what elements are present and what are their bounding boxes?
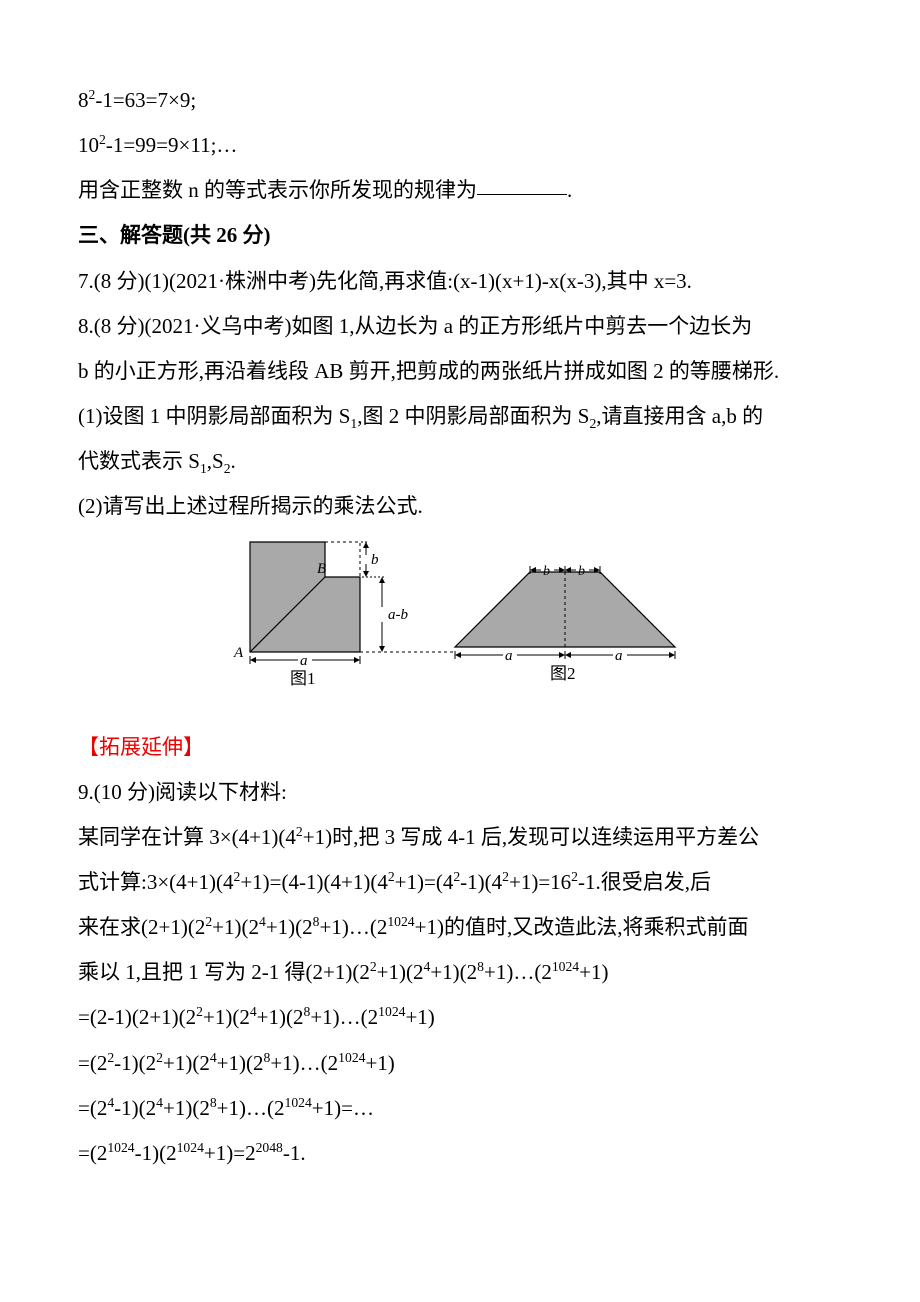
q9-line-i: =(21024-1)(21024+1)=22048-1. — [78, 1131, 842, 1176]
eq1-base: 8 — [78, 88, 89, 112]
fill-blank — [477, 174, 567, 195]
q9-line-h: =(24-1)(24+1)(28+1)…(21024+1)=… — [78, 1086, 842, 1131]
extension-heading: 【拓展延伸】 — [78, 725, 842, 770]
svg-text:b: b — [543, 564, 550, 579]
q8c-post: ,请直接用含 a,b 的 — [596, 404, 763, 428]
q9-line-b: 某同学在计算 3×(4+1)(42+1)时,把 3 写成 4-1 后,发现可以连… — [78, 815, 842, 860]
pattern-line: 用含正整数 n 的等式表示你所发现的规律为. — [78, 168, 842, 213]
svg-text:a: a — [505, 648, 513, 664]
q8-line-d: 代数式表示 S1,S2. — [78, 439, 842, 484]
q8d-post: . — [231, 449, 236, 473]
q9-line-e: 乘以 1,且把 1 写为 2-1 得(2+1)(22+1)(24+1)(28+1… — [78, 950, 842, 995]
q8d-sub2: 2 — [224, 461, 231, 476]
label-B: B — [317, 561, 326, 577]
fig2-caption: 图2 — [550, 664, 576, 683]
fig1-caption: 图1 — [290, 669, 316, 688]
fig1-amb: a-b — [388, 607, 408, 623]
svg-text:a: a — [615, 648, 623, 664]
fig1-b: b — [371, 552, 379, 568]
q9-line-c: 式计算:3×(4+1)(42+1)=(4-1)(4+1)(42+1)=(42-1… — [78, 860, 842, 905]
svg-text:b: b — [578, 564, 585, 579]
q8c-pre: (1)设图 1 中阴影局部面积为 S — [78, 404, 350, 428]
fig1-a: a — [300, 653, 308, 669]
q9b-pre: 某同学在计算 3×(4+1)(4 — [78, 825, 296, 849]
q8c-mid: ,图 2 中阴影局部面积为 S — [357, 404, 589, 428]
q8-line-c: (1)设图 1 中阴影局部面积为 S1,图 2 中阴影局部面积为 S2,请直接用… — [78, 394, 842, 439]
eq-line-1: 82-1=63=7×9; — [78, 78, 842, 123]
pattern-end: . — [567, 178, 572, 202]
eq1-rest: -1=63=7×9; — [95, 88, 196, 112]
eq2-rest: -1=99=9×11;… — [106, 133, 238, 157]
eq2-base: 10 — [78, 133, 99, 157]
eq-line-2: 102-1=99=9×11;… — [78, 123, 842, 168]
q8d-sub1: 1 — [200, 461, 207, 476]
q9b-post: +1)时,把 3 写成 4-1 后,发现可以连续运用平方差公 — [303, 825, 759, 849]
q8-line-a: 8.(8 分)(2021·义乌中考)如图 1,从边长为 a 的正方形纸片中剪去一… — [78, 304, 842, 349]
q8d-pre: 代数式表示 S — [78, 449, 200, 473]
section-3-heading: 三、解答题(共 26 分) — [78, 213, 842, 258]
q9-line-a: 9.(10 分)阅读以下材料: — [78, 770, 842, 815]
q9b-sup: 2 — [296, 824, 303, 839]
q8d-mid: ,S — [207, 449, 224, 473]
q9-line-d: 来在求(2+1)(22+1)(24+1)(28+1)…(21024+1)的值时,… — [78, 905, 842, 950]
q8-line-b: b 的小正方形,再沿着线段 AB 剪开,把剪成的两张纸片拼成如图 2 的等腰梯形… — [78, 349, 842, 394]
pattern-text: 用含正整数 n 的等式表示你所发现的规律为 — [78, 178, 477, 202]
q8-line-e: (2)请写出上述过程所揭示的乘法公式. — [78, 484, 842, 529]
q7-text: 7.(8 分)(1)(2021·株洲中考)先化简,再求值:(x-1)(x+1)-… — [78, 259, 842, 304]
figure-svg: B A a b — [220, 537, 700, 702]
eq2-sup: 2 — [99, 132, 106, 147]
q9-line-f: =(2-1)(2+1)(22+1)(24+1)(28+1)…(21024+1) — [78, 995, 842, 1040]
figure-container: B A a b — [78, 537, 842, 718]
q9-line-g: =(22-1)(22+1)(24+1)(28+1)…(21024+1) — [78, 1041, 842, 1086]
label-A: A — [233, 645, 244, 661]
